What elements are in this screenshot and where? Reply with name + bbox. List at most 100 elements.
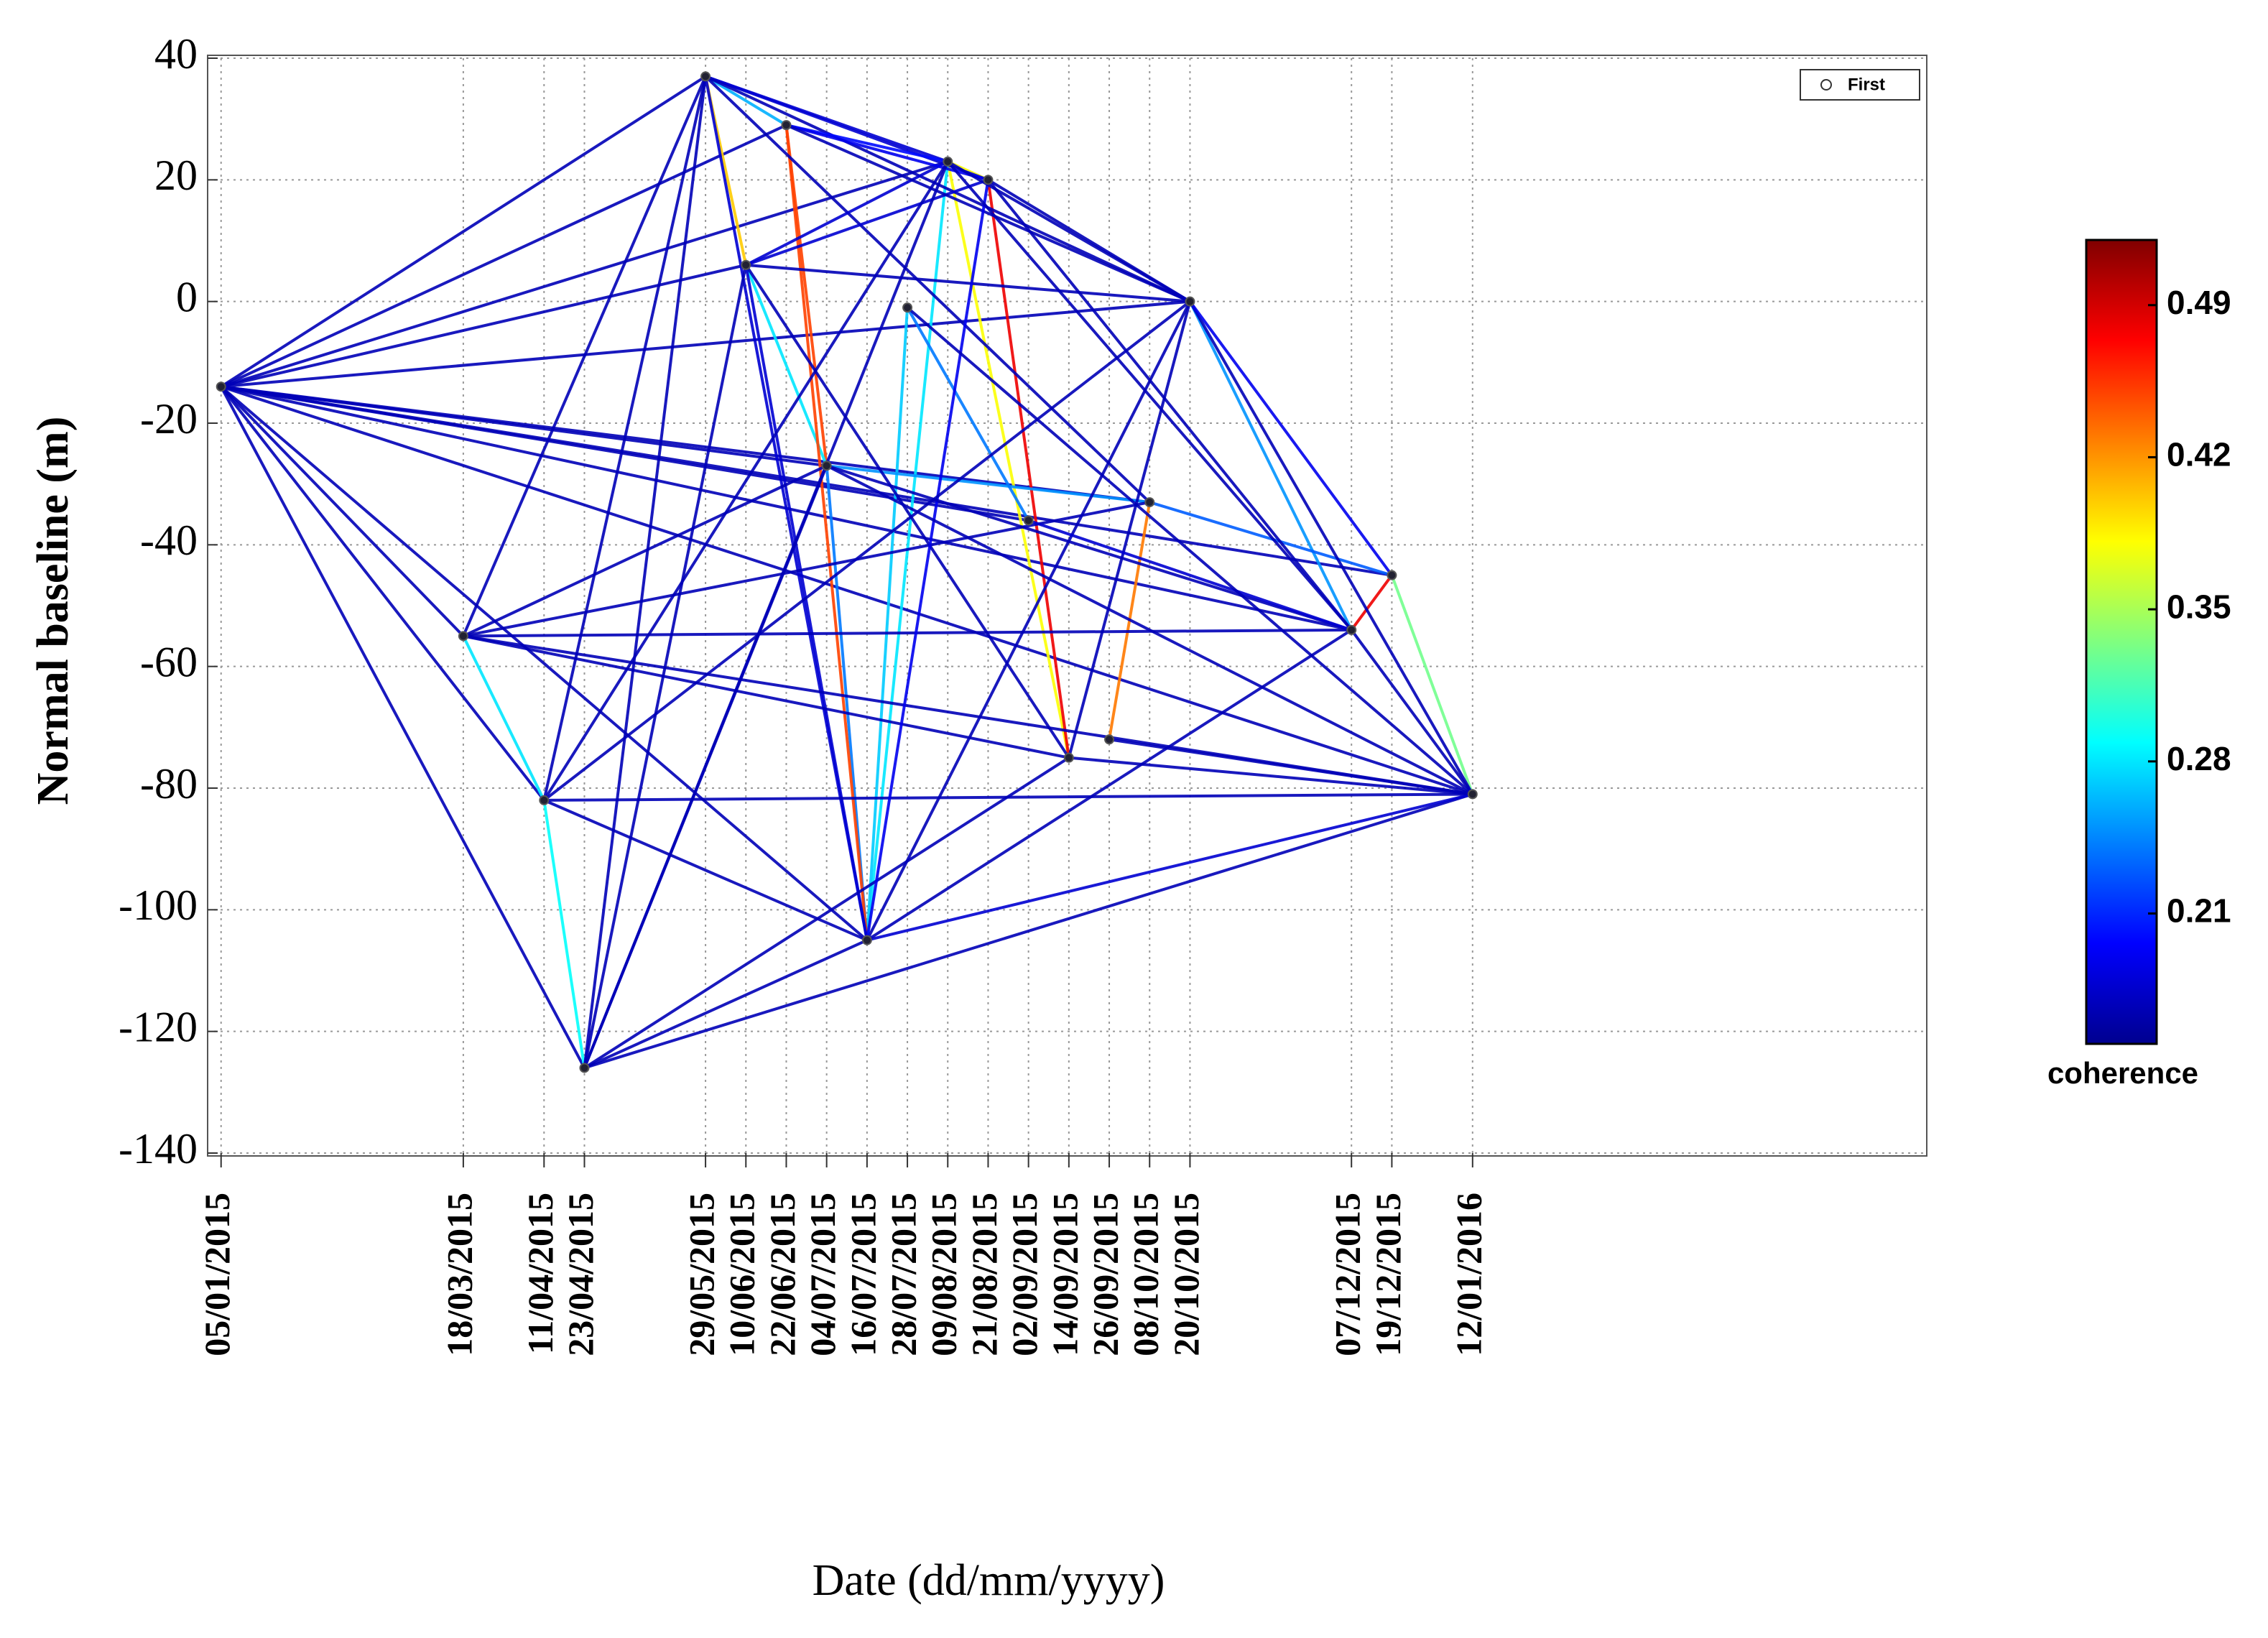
node: [781, 120, 792, 131]
edge: [825, 464, 1473, 796]
edge: [906, 307, 1030, 522]
x-tick-label: 07/12/2015: [1328, 1193, 1368, 1356]
x-tick-label: 21/08/2015: [964, 1193, 1004, 1356]
x-tick-label: 22/06/2015: [762, 1193, 802, 1356]
edge: [543, 300, 1191, 802]
x-axis-label: Date (dd/mm/yyyy): [813, 1556, 1165, 1605]
colorbar-tick-label: 0.49: [2167, 284, 2231, 321]
edge: [866, 629, 1353, 942]
edge: [1188, 300, 1474, 795]
y-tick-label: -80: [140, 760, 198, 808]
node: [1185, 296, 1195, 307]
y-tick-label: -60: [140, 638, 198, 685]
edge: [784, 124, 869, 940]
edge: [1068, 756, 1473, 796]
legend-label: First: [1848, 75, 1885, 94]
x-tick-label: 12/01/2016: [1448, 1193, 1489, 1356]
edge: [705, 75, 787, 126]
node: [741, 259, 751, 270]
edge: [986, 179, 1353, 631]
edge: [1350, 574, 1394, 631]
x-tick-label: 02/09/2015: [1004, 1193, 1045, 1356]
edge: [463, 501, 1150, 638]
x-tick-label: 04/07/2015: [802, 1193, 843, 1356]
edge: [463, 628, 1352, 638]
edge: [221, 300, 1190, 389]
edge: [221, 160, 948, 389]
edge: [946, 160, 1353, 631]
node: [1023, 515, 1034, 526]
colorbar-tick-label: 0.35: [2167, 588, 2231, 625]
edge: [785, 124, 1191, 303]
x-tick-label: 26/09/2015: [1086, 1193, 1126, 1356]
edge: [1149, 501, 1392, 577]
edge: [745, 160, 949, 267]
edge: [1108, 738, 1473, 796]
y-tick-label: -20: [140, 395, 198, 443]
edge: [1350, 629, 1474, 795]
edge: [745, 178, 989, 267]
edge: [866, 792, 1473, 942]
edge: [744, 264, 828, 467]
node: [539, 795, 550, 805]
edge: [542, 160, 949, 802]
y-tick-label: -100: [119, 882, 198, 929]
edge: [220, 75, 707, 388]
legend-box: [1800, 69, 1920, 101]
edge: [542, 800, 586, 1068]
edge: [1188, 300, 1394, 576]
x-tick-label: 05/01/2015: [197, 1193, 237, 1356]
edge: [826, 464, 1352, 631]
node: [458, 631, 468, 642]
edge: [705, 75, 989, 182]
colorbar-label: coherence: [2047, 1056, 2198, 1090]
y-tick-label: -40: [140, 517, 198, 564]
edge: [705, 75, 1191, 303]
node: [902, 302, 913, 313]
edge: [542, 75, 708, 801]
y-axis-label: Normal baseline (m): [29, 417, 78, 805]
edge: [946, 161, 1070, 759]
y-tick-label: 20: [154, 152, 198, 199]
y-tick-label: 40: [154, 30, 198, 78]
edge: [1028, 519, 1352, 631]
node: [700, 71, 711, 82]
x-tick-label: 09/08/2015: [924, 1193, 964, 1356]
edge: [583, 161, 950, 1069]
edge: [220, 124, 787, 389]
edge: [462, 75, 707, 637]
edge: [462, 635, 546, 801]
edge: [543, 799, 868, 942]
edge: [987, 178, 1191, 303]
colorbar-tick-label: 0.21: [2167, 892, 2231, 930]
x-tick-label: 18/03/2015: [439, 1193, 479, 1356]
node: [1346, 624, 1357, 635]
colorbar-tick-label: 0.42: [2167, 436, 2231, 473]
edge: [704, 75, 1151, 504]
edge: [746, 263, 1190, 303]
edge: [220, 385, 545, 802]
edge: [583, 756, 1070, 1070]
x-tick-label: 28/07/2015: [884, 1193, 924, 1356]
edge: [865, 307, 909, 940]
x-tick-label: 16/07/2015: [843, 1193, 883, 1356]
edge: [906, 306, 1474, 795]
colorbar-tick-label: 0.28: [2167, 740, 2231, 777]
edge: [221, 385, 1150, 504]
edge: [583, 938, 868, 1070]
node: [943, 156, 953, 167]
x-tick-label: 08/10/2015: [1126, 1193, 1166, 1356]
node: [1144, 497, 1155, 508]
edge: [744, 264, 1070, 759]
node: [983, 175, 994, 185]
edge: [583, 76, 708, 1068]
node: [1467, 789, 1478, 800]
node: [1387, 570, 1397, 580]
edge: [220, 385, 869, 942]
x-tick-label: 29/05/2015: [682, 1193, 722, 1356]
edge: [583, 792, 1473, 1070]
node: [1104, 734, 1115, 745]
edge: [463, 464, 828, 638]
edge: [220, 385, 465, 637]
